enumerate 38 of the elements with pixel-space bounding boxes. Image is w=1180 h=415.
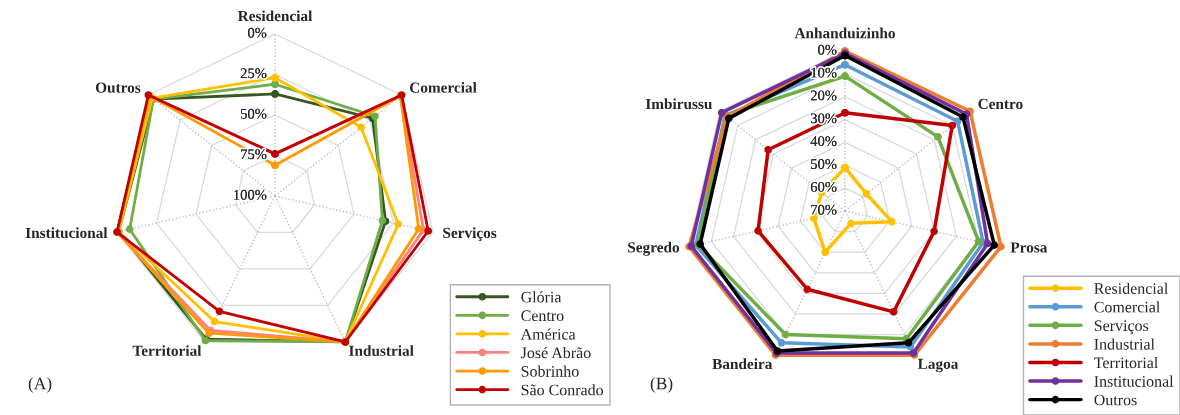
y-tick-label: 100% [234, 189, 267, 200]
spoke-label: Industrial [349, 345, 414, 356]
spoke-label: Serviços [443, 227, 497, 242]
legend-label: Centro [521, 310, 564, 322]
y-tick-label: 20% [810, 90, 837, 101]
legend-label: América [520, 328, 576, 340]
legend-label: Glória [521, 291, 562, 303]
y-tick-label: 0% [248, 27, 267, 38]
legend-label: Industrial [1094, 338, 1155, 350]
spoke-label: Centro [978, 98, 1023, 110]
spoke-label: Anhanduizinho [794, 27, 895, 39]
legend-label: Serviços [1094, 320, 1149, 335]
y-tick-label: 10% [811, 67, 837, 78]
spoke-label: Comercial [410, 82, 477, 93]
spoke-label: Territorial [132, 345, 202, 356]
y-tick-label: 50% [811, 159, 837, 169]
legend-label: Residencial [1094, 282, 1168, 294]
spoke-label: Lagoa [917, 358, 959, 373]
spoke-label: Imbirussu [645, 98, 712, 110]
legend-label: Institucional [1094, 375, 1174, 387]
spoke-label: Segredo [628, 241, 680, 256]
legend-label: São Conrado [521, 384, 603, 396]
text: (B) [650, 377, 673, 393]
y-tick-label: 40% [810, 136, 837, 147]
y-tick-label: 25% [240, 68, 267, 79]
legend-label: Territorial [1094, 356, 1158, 369]
y-tick-label: 50% [241, 108, 267, 119]
spoke-label: Outros [95, 82, 141, 93]
legend-label: Sobrinho [521, 365, 579, 377]
y-tick-label: 0% [818, 44, 837, 55]
legend-label: Comercial [1094, 301, 1160, 313]
spoke-label: Prosa [1010, 242, 1048, 253]
spoke-label: Institucional [25, 227, 108, 239]
text: (A) [28, 377, 52, 393]
legend-label: José Abrão [520, 346, 591, 359]
spoke-label: Residencial [237, 10, 313, 22]
spoke-label: Bandeira [712, 358, 773, 370]
legend-label: Outros [1094, 394, 1137, 406]
